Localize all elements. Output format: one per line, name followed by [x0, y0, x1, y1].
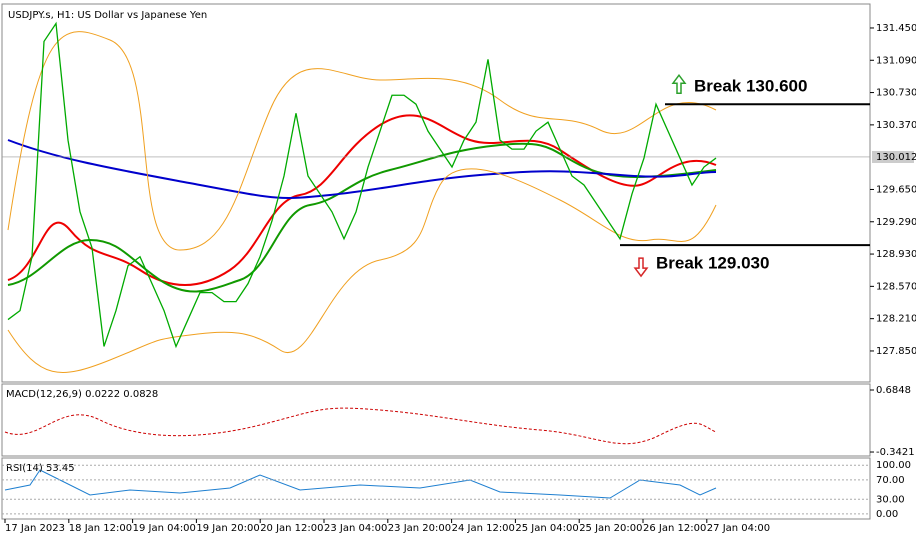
macd-tick: 0.6848: [876, 385, 911, 396]
date-label: 19 Jan 04:00: [133, 523, 196, 534]
chart-title: USDJPY.s, H1: US Dollar vs Japanese Yen: [8, 10, 207, 21]
date-label: 17 Jan 2023: [5, 523, 65, 534]
break-label: Break 129.030: [656, 254, 769, 273]
current-price-box: [872, 150, 914, 163]
price-label: 130.370: [876, 120, 916, 131]
band-upper: [7, 31, 717, 251]
date-label: 25 Jan 20:00: [579, 523, 642, 534]
arrow: [633, 257, 649, 278]
price-label: 131.450: [876, 23, 916, 34]
rsi-tick: 30.00: [876, 494, 905, 505]
rsi-tick: 100.00: [876, 460, 911, 471]
date-label: 26 Jan 12:00: [643, 523, 706, 534]
price-label: 128.930: [876, 249, 916, 260]
rsi-tick: 70.00: [876, 475, 905, 486]
price-label: 129.290: [876, 217, 916, 228]
macd-tick: -0.3421: [876, 447, 915, 458]
dynamic: 131.450 131.090 130.730 130.370 129.650 129.2…: [2, 21, 916, 534]
macd-label: MACD(12,26,9) 0.0222 0.0828: [6, 389, 158, 400]
rsi-panel: [1, 457, 871, 520]
rsi-line: [4, 469, 717, 499]
price-panel: [1, 3, 871, 383]
date-label: 20 Jan 12:00: [260, 523, 323, 534]
rsi-label: RSI(14) 53.45: [6, 463, 75, 474]
price-label: 128.570: [876, 281, 916, 292]
price-line: [7, 21, 717, 349]
date-label: 25 Jan 04:00: [515, 523, 578, 534]
current-price-label: 130.012: [876, 152, 916, 163]
date-label: 23 Jan 20:00: [388, 523, 451, 534]
date-label: 27 Jan 04:00: [707, 523, 770, 534]
ma-slow: [7, 139, 717, 199]
arrow: [671, 73, 687, 94]
price-label: 128.210: [876, 314, 916, 325]
date-label: 18 Jan 12:00: [69, 523, 132, 534]
date-label: 23 Jan 04:00: [324, 523, 387, 534]
ma-mid: [7, 142, 717, 293]
price-label: 127.850: [876, 346, 916, 357]
price-label: 130.730: [876, 88, 916, 99]
date-label: 19 Jan 20:00: [196, 523, 259, 534]
price-label: 131.090: [876, 55, 916, 66]
rsi-tick: 0.00: [876, 509, 898, 520]
date-label: 24 Jan 12:00: [452, 523, 515, 534]
macd-signal: [4, 407, 717, 445]
break-label: Break 130.600: [694, 77, 807, 96]
price-label: 129.650: [876, 184, 916, 195]
macd-panel: [1, 383, 871, 457]
